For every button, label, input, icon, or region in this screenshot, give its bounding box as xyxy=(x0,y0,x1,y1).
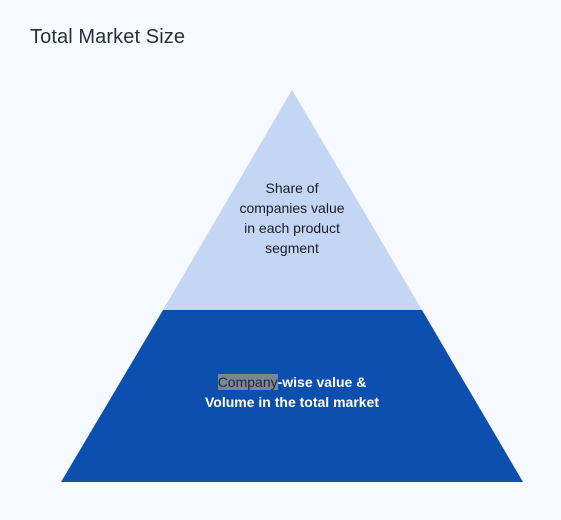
top-segment-line: in each product xyxy=(244,220,340,236)
selected-text-highlight[interactable]: Company xyxy=(217,374,278,390)
top-segment-line: companies value xyxy=(239,200,345,216)
top-segment-line: segment xyxy=(265,240,319,256)
pyramid-bottom-segment xyxy=(61,310,523,482)
bottom-segment-line: Volume in the total market xyxy=(205,394,379,410)
pyramid-top-segment xyxy=(163,90,422,310)
bottom-segment-line: Company-wise value & xyxy=(172,372,412,392)
top-segment-label: Share of companies value in each product… xyxy=(212,178,372,258)
diagram-title: Total Market Size xyxy=(30,26,186,48)
bottom-segment-label: Company-wise value & Volume in the total… xyxy=(172,372,412,412)
bottom-segment-text: -wise value & xyxy=(277,374,367,390)
top-segment-line: Share of xyxy=(265,180,319,196)
